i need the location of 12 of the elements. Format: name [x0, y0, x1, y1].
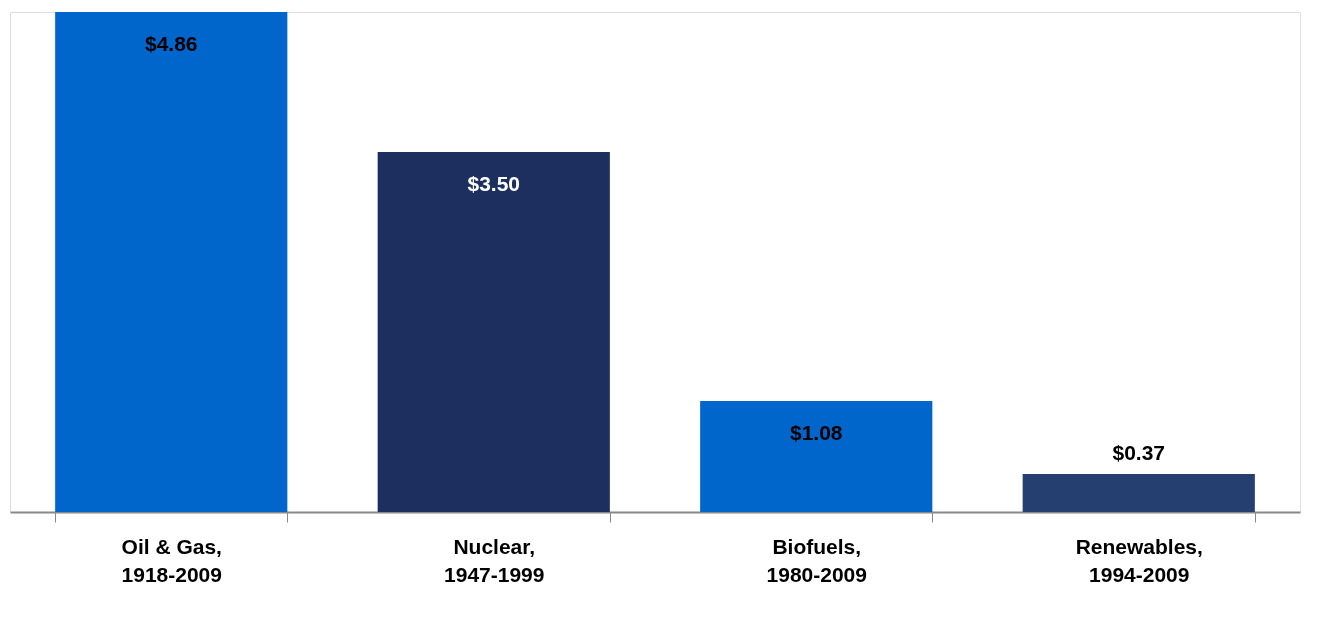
- x-tick-label: Renewables, 1994-2009: [1075, 534, 1203, 586]
- bar: [377, 151, 610, 512]
- data-label: $4.86: [144, 32, 198, 55]
- bar: [1022, 473, 1255, 512]
- data-label: $0.37: [1112, 440, 1166, 464]
- data-label: $1.08: [789, 420, 843, 444]
- bar: [55, 12, 288, 512]
- x-tick-label: Biofuels, 1980-2009: [766, 534, 867, 586]
- bar: [700, 400, 933, 512]
- x-tick-label: Oil & Gas, 1918-2009: [121, 534, 222, 586]
- x-tick-label: Nuclear, 1947-1999: [444, 534, 545, 586]
- data-label: $3.50: [467, 171, 521, 195]
